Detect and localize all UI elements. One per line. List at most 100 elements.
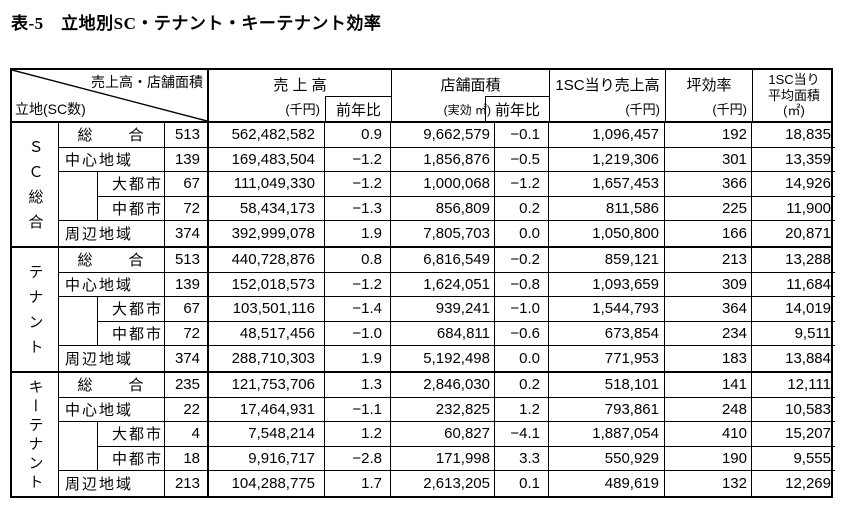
sc-count-cell: 4 (165, 422, 209, 447)
avg-area-cell: 9,511 (752, 322, 835, 347)
sales-yoy-cell: 0.8 (325, 247, 391, 273)
table-block: ＳＣ総合総 合 513 562,482,582 0.9 9,662,579 −0.1 1,0… (12, 123, 835, 246)
per-sc-sales-cell: 673,854 (549, 321, 665, 347)
area-unit: (実効 ㎡) (443, 103, 491, 117)
tsubo-cell: 166 (665, 221, 752, 246)
sales-yoy-cell: −1.3 (325, 196, 391, 222)
sales-yoy-cell: 0.9 (325, 123, 391, 148)
area-cell: 171,998 (391, 446, 495, 472)
sc-count-cell: 67 (165, 297, 209, 322)
area-yoy-cell: −0.6 (495, 321, 549, 347)
area-cell: 7,805,703 (391, 221, 495, 246)
sc-count-cell: 513 (165, 247, 209, 273)
sales-cell: 111,049,330 (209, 172, 325, 197)
per-sc-sales-unit: (千円) (625, 102, 660, 117)
area-cell: 856,809 (391, 196, 495, 222)
location-cell: 周辺地域 (59, 346, 165, 371)
sales-cell: 288,710,303 (209, 346, 325, 371)
avg-area-cell: 20,871 (785, 225, 831, 243)
avg-area-cell: 15,207 (752, 422, 835, 447)
sales-yoy-header: 前年比 (325, 96, 391, 121)
sales-cell: 103,501,116 (209, 297, 325, 322)
tsubo-cell: 410 (665, 422, 752, 447)
tsubo-cell: 192 (665, 123, 752, 148)
area-cell: 6,816,549 (391, 247, 495, 273)
avg-area-cell: 14,019 (752, 297, 835, 322)
location-cell: 総 合 (59, 372, 165, 398)
area-yoy-cell: 0.2 (495, 196, 549, 222)
table-header: 売上高・店舗面積 立地(SC数) 売 上 高 (千円) 前年比 店舗面積 (実効… (12, 70, 831, 123)
sub-location-cell: 中都市 (98, 321, 165, 347)
sales-yoy-cell: 1.9 (325, 221, 391, 246)
sales-cell: 48,517,456 (209, 321, 325, 347)
sales-cell: 17,464,931 (209, 397, 325, 423)
sub-location-cell: 中都市 (98, 196, 165, 222)
group-label: キーテナント (26, 379, 44, 494)
avg-area-unit: (㎡) (783, 103, 805, 118)
tsubo-cell: 301 (665, 147, 752, 173)
sales-cell: 58,434,173 (209, 196, 325, 222)
sc-count-cell: 139 (165, 272, 209, 298)
area-yoy-cell: 0.2 (495, 372, 549, 398)
indent-spacer-cell (59, 172, 98, 222)
area-title: 店舗面積 (440, 77, 501, 94)
avg-area-cell: 14,926 (752, 172, 835, 197)
avg-area-cell: 11,900 (752, 197, 835, 222)
area-yoy-cell: −0.8 (495, 272, 549, 298)
per-sc-sales-cell: 550,929 (549, 446, 665, 472)
location-cell: 中心地域 (59, 147, 165, 173)
sc-count-cell: 513 (165, 123, 209, 148)
sales-yoy-cell: −1.0 (325, 321, 391, 347)
sales-unit: (千円) (285, 102, 320, 117)
table-body: ＳＣ総合総 合 513 562,482,582 0.9 9,662,579 −0.1 1,0… (12, 123, 835, 496)
area-cell: 60,827 (391, 422, 495, 447)
location-cell: 周辺地域 (59, 221, 165, 246)
sales-yoy-cell: −1.2 (325, 272, 391, 298)
area-yoy-cell: 3.3 (495, 446, 549, 472)
tsubo-cell: 141 (665, 372, 752, 398)
area-yoy-cell: −4.1 (495, 422, 549, 447)
location-cell: 総 合 (59, 123, 165, 148)
area-cell: 9,662,579 (391, 123, 495, 148)
sub-location-cell: 大都市 (98, 172, 165, 197)
sales-cell: 392,999,078 (209, 221, 325, 246)
area-yoy-cell: −0.1 (495, 123, 549, 148)
group-label: テナント (26, 264, 44, 365)
sc-count-cell: 235 (165, 372, 209, 398)
tsubo-title: 坪効率 (686, 77, 732, 94)
tsubo-cell: 366 (665, 172, 752, 197)
area-cell: 5,192,498 (391, 346, 495, 371)
tsubo-cell: 132 (665, 471, 752, 496)
location-cell: 中心地域 (59, 272, 165, 298)
sc-count-cell: 213 (165, 471, 209, 496)
location-cell: 中心地域 (59, 397, 165, 423)
area-yoy-cell: 0.0 (495, 346, 549, 371)
sales-cell: 440,728,876 (209, 247, 325, 273)
per-sc-sales-cell: 1,544,793 (549, 297, 665, 322)
group-label-cell: テナント (12, 247, 59, 371)
sales-yoy-cell: −1.2 (325, 172, 391, 197)
corner-label-bottom: 立地(SC数) (15, 101, 86, 117)
indent-spacer-cell (59, 297, 98, 347)
per-sc-sales-cell: 811,586 (549, 196, 665, 222)
sub-location-cell: 大都市 (98, 297, 165, 322)
area-cell: 232,825 (391, 397, 495, 423)
area-yoy-header: 前年比 (485, 96, 549, 121)
efficiency-table: 売上高・店舗面積 立地(SC数) 売 上 高 (千円) 前年比 店舗面積 (実効… (10, 68, 835, 498)
location-cell: 総 合 (59, 247, 165, 273)
avg-area-cell: 10,583 (752, 398, 835, 423)
area-cell: 1,000,068 (391, 172, 495, 197)
area-cell: 2,613,205 (391, 471, 495, 496)
area-cell: 1,856,876 (391, 147, 495, 173)
sales-yoy-cell: 1.3 (325, 372, 391, 398)
avg-area-cell: 18,835 (752, 123, 835, 148)
sales-group-header: 売 上 高 (千円) 前年比 (209, 70, 391, 121)
sc-count-cell: 374 (165, 346, 209, 371)
avg-area-cell: 13,884 (785, 350, 831, 368)
sales-yoy-cell: −2.8 (325, 446, 391, 472)
page-title: 表-5 立地別SC・テナント・キーテナント効率 (11, 14, 382, 33)
sales-yoy-cell: 1.9 (325, 346, 391, 371)
sales-cell: 9,916,717 (209, 446, 325, 472)
tsubo-cell: 213 (665, 247, 752, 273)
